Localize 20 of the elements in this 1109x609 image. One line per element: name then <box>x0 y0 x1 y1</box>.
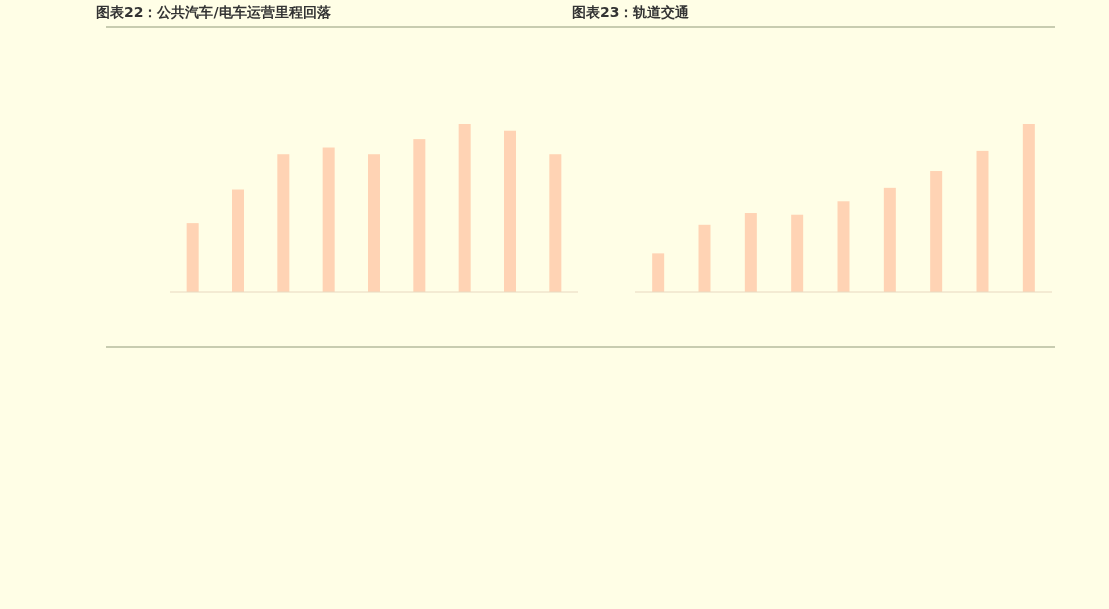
bar <box>322 147 335 292</box>
bar <box>549 154 562 292</box>
bar <box>504 130 516 292</box>
chart-title: 图表22：公共汽车/电车运营里程回落 <box>96 4 332 20</box>
bar <box>791 214 804 292</box>
bar <box>930 171 943 292</box>
bar <box>883 187 896 292</box>
bar <box>652 253 665 292</box>
bar <box>698 224 711 292</box>
bar <box>186 223 199 292</box>
chart-title: 图表23：轨道交通 <box>572 4 691 20</box>
bar <box>232 189 244 292</box>
bar <box>1022 124 1035 292</box>
bar <box>413 139 426 292</box>
bar <box>458 124 471 292</box>
bar <box>976 150 989 292</box>
bar <box>368 154 380 292</box>
bar <box>277 154 290 292</box>
bar <box>837 201 850 292</box>
bar <box>744 213 757 292</box>
